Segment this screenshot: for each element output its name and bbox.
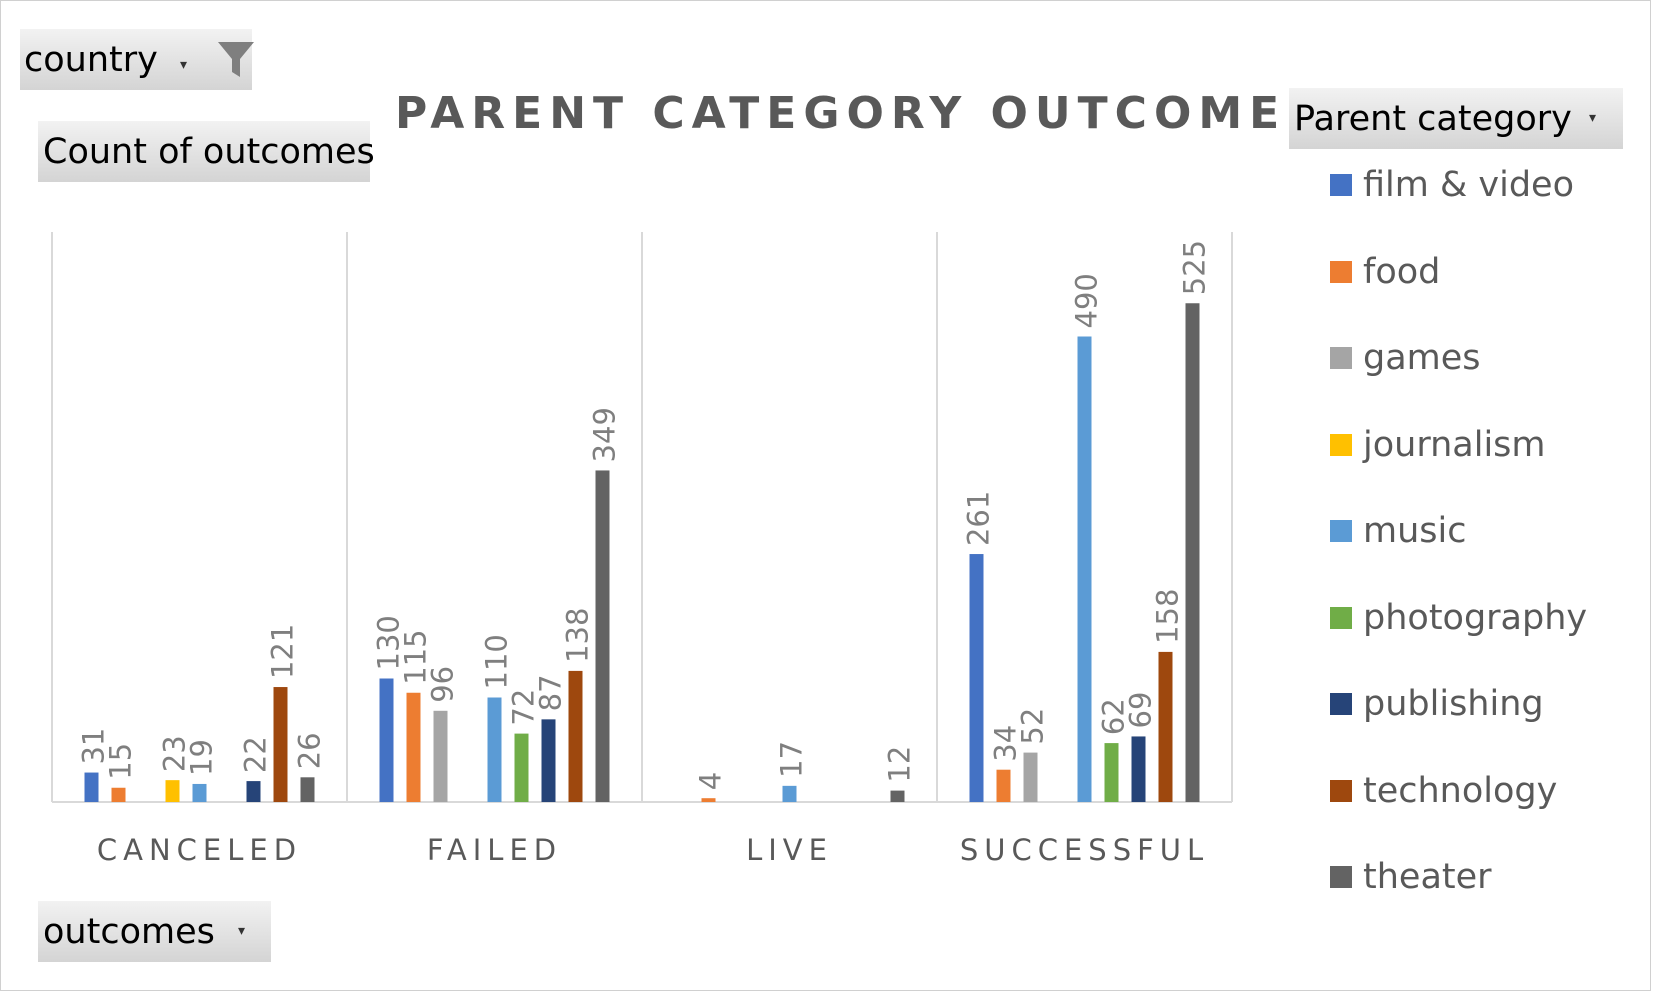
values-field-button[interactable]: Count of outcomes [38,121,375,182]
data-label: 490 [1070,273,1104,328]
data-label: 62 [1097,698,1131,735]
axis-field-label: outcomes [43,911,215,952]
data-label: 349 [588,407,622,462]
legend-label: technology [1363,770,1558,811]
bar [192,783,207,802]
bar [1077,336,1092,802]
bar [568,670,583,802]
category-tick-label: CANCELED [97,833,302,867]
legend-item[interactable]: games [1330,338,1481,378]
legend-swatch [1330,433,1352,456]
category-tick-label: FAILED [427,833,562,867]
data-label: 110 [480,634,514,689]
bar [890,790,905,802]
legend-item[interactable]: technology [1330,771,1557,811]
data-label: 138 [561,608,595,663]
dropdown-arrow-icon: ▾ [180,57,188,73]
country-filter-button[interactable]: country ▾ [20,29,254,90]
dropdown-arrow-icon: ▾ [238,923,246,939]
bar [1158,651,1173,802]
data-label: 121 [266,624,300,679]
category-tick-label: SUCCESSFUL [960,833,1209,867]
legend-swatch [1330,606,1352,629]
legend-item[interactable]: music [1330,511,1466,551]
legend-item[interactable]: film & video [1330,165,1574,205]
legend-label: theater [1363,857,1492,897]
bar [433,710,448,802]
data-label: 158 [1151,589,1185,644]
data-label: 130 [372,615,406,670]
bar [300,777,315,802]
bar [541,719,556,802]
legend-swatch [1330,260,1352,283]
legend-label: journalism [1363,424,1546,465]
funnel-icon [218,42,254,77]
data-label: 72 [507,689,541,726]
bar [1023,752,1038,802]
legend-label: publishing [1363,684,1544,724]
bar [84,772,99,802]
data-label: 261 [962,491,996,546]
bar [701,798,716,802]
bar [782,785,797,802]
bar [969,554,984,802]
legend-label: music [1363,511,1467,551]
data-label: 115 [399,629,433,684]
data-label: 4 [694,772,728,790]
bar [1131,736,1146,802]
country-filter-label: country [24,39,158,80]
data-label: 15 [104,743,138,780]
data-label: 22 [239,736,273,773]
legend-swatch [1330,866,1352,888]
bar [996,769,1011,802]
legend-label: film & video [1363,165,1575,205]
data-label: 19 [185,739,219,776]
legend-label: food [1363,251,1441,292]
bar [595,470,610,802]
bar [514,733,529,802]
data-label: 69 [1124,692,1158,729]
data-label: 52 [1016,708,1050,745]
legend-item[interactable]: theater [1330,857,1492,897]
data-label: 23 [158,735,192,772]
legend-field-label: Parent category [1294,98,1572,139]
legend-field-button[interactable]: Parent category ▾ [1289,88,1623,149]
dropdown-arrow-icon: ▾ [1589,110,1597,126]
data-label: 12 [883,746,917,783]
bar [246,781,261,802]
data-label: 34 [989,725,1023,762]
legend-item[interactable]: photography [1330,598,1587,638]
data-label: 87 [534,674,568,711]
values-field-label: Count of outcomes [43,131,375,172]
data-label: 17 [775,741,809,778]
bar [273,687,288,802]
legend-item[interactable]: publishing [1330,684,1544,724]
legend-swatch [1330,174,1352,196]
bar [165,780,180,802]
data-label: 525 [1178,240,1212,295]
axis-field-button[interactable]: outcomes ▾ [38,901,271,962]
bar [406,692,421,802]
data-label: 96 [426,666,460,703]
bar [487,697,502,802]
legend-item[interactable]: food [1330,252,1440,292]
bar [111,787,126,802]
bar [1104,743,1119,802]
legend-item[interactable]: journalism [1330,425,1546,465]
legend-label: photography [1363,597,1588,638]
bar [1185,303,1200,802]
data-label: 26 [293,732,327,769]
legend-swatch [1330,779,1352,802]
bar [379,678,394,802]
legend-swatch [1330,520,1352,542]
legend-label: games [1363,338,1481,378]
data-label: 31 [77,728,111,765]
chart-title: PARENT CATEGORY OUTCOME [395,88,1287,139]
legend-swatch [1330,347,1352,369]
legend-swatch [1330,693,1352,715]
category-tick-label: LIVE [746,833,833,867]
